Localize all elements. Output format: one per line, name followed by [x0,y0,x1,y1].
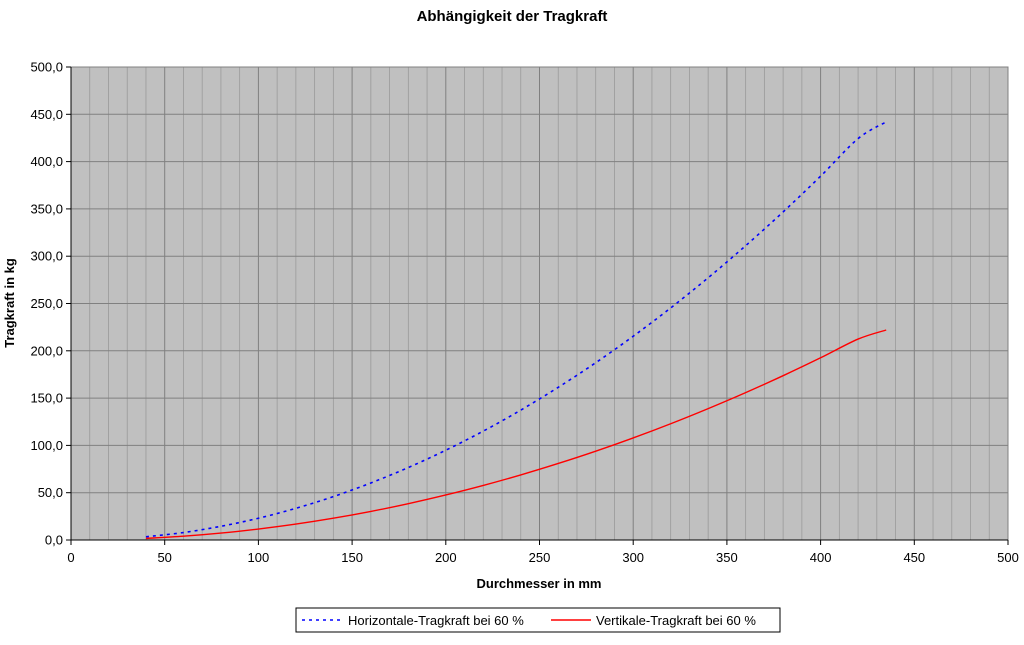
y-tick-label: 500,0 [30,60,63,75]
x-tick-label: 50 [157,550,171,565]
tick-labels: 0 50 100 150 200 250 300 350 400 450 500 0,0 50,0 100… [30,60,1018,566]
x-tick-label: 500 [997,550,1019,565]
x-tick-label: 150 [341,550,363,565]
y-tick-label: 0,0 [45,533,63,548]
legend-label-vertikale: Vertikale-Tragkraft bei 60 % [596,613,756,628]
y-tick-label: 100,0 [30,438,63,453]
series-lines [145,121,887,540]
chart-title: Abhängigkeit der Tragkraft [417,8,608,25]
y-tick-label: 200,0 [30,343,63,358]
y-tick-label: 250,0 [30,296,63,311]
x-tick-label: 100 [248,550,270,565]
y-tick-label: 350,0 [30,201,63,216]
x-axis-label: Durchmesser in mm [477,576,602,591]
legend: Horizontale-Tragkraft bei 60 % Vertikale… [295,607,781,633]
y-axis-label: Tragkraft in kg [2,258,17,348]
legend-box [295,607,781,633]
x-tick-label: 250 [529,550,551,565]
x-tick-label: 0 [67,550,74,565]
y-tick-label: 300,0 [30,249,63,264]
x-tick-label: 350 [716,550,738,565]
x-tick-label: 200 [435,550,457,565]
legend-label-horizontale: Horizontale-Tragkraft bei 60 % [348,613,524,628]
x-tick-label: 400 [810,550,832,565]
x-tick-label: 300 [622,550,644,565]
y-tick-label: 150,0 [30,391,63,406]
x-tick-label: 450 [903,550,925,565]
axes [66,66,1009,545]
y-tick-label: 50,0 [38,485,63,500]
y-tick-label: 400,0 [30,154,63,169]
series-line-vertikale [145,329,887,540]
y-tick-label: 450,0 [30,107,63,122]
